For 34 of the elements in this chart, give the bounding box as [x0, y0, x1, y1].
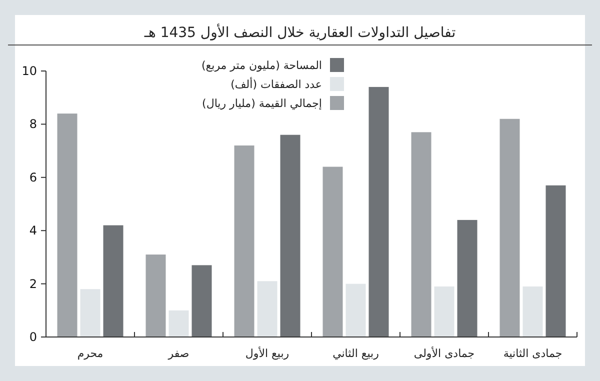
- bar: [546, 185, 566, 337]
- x-tick-label: ربيع الأول: [245, 346, 290, 360]
- bar: [346, 284, 366, 337]
- bar: [322, 166, 343, 337]
- bar: [168, 310, 189, 337]
- y-tick-label: 4: [29, 224, 37, 238]
- bar: [257, 281, 278, 337]
- bar: [522, 286, 543, 337]
- bar: [434, 286, 454, 337]
- y-tick-label: 0: [29, 330, 37, 344]
- y-tick-label: 2: [29, 276, 37, 291]
- bar: [500, 118, 520, 337]
- bar: [192, 265, 212, 337]
- bar: [57, 114, 78, 337]
- x-tick-label: جمادى الثانية: [503, 347, 562, 360]
- bar: [80, 289, 100, 337]
- bar: [234, 145, 254, 337]
- x-tick-label: ربيع الثاني: [332, 347, 379, 360]
- x-tick-label: صفر: [167, 347, 190, 360]
- legend-label: إجمالي القيمة (مليار ريال): [202, 97, 322, 110]
- y-tick-label: 8: [29, 117, 37, 132]
- legend-label: المساحة (مليون متر مربع): [202, 59, 322, 72]
- chart-title: تفاصيل التداولات العقارية خلال النصف الأول 1435 هـ: [143, 23, 456, 41]
- bar: [146, 254, 166, 337]
- legend-label: عدد الصفقات (ألف): [230, 77, 322, 91]
- y-tick-label: 10: [22, 64, 37, 78]
- x-tick-label: محرم: [77, 347, 104, 360]
- bar: [368, 86, 389, 337]
- bar: [103, 225, 124, 337]
- bar: [411, 132, 432, 337]
- x-tick-label: جمادى الأولى: [414, 346, 475, 360]
- bar: [457, 220, 478, 337]
- y-tick-label: 6: [29, 170, 37, 184]
- bar: [280, 134, 300, 337]
